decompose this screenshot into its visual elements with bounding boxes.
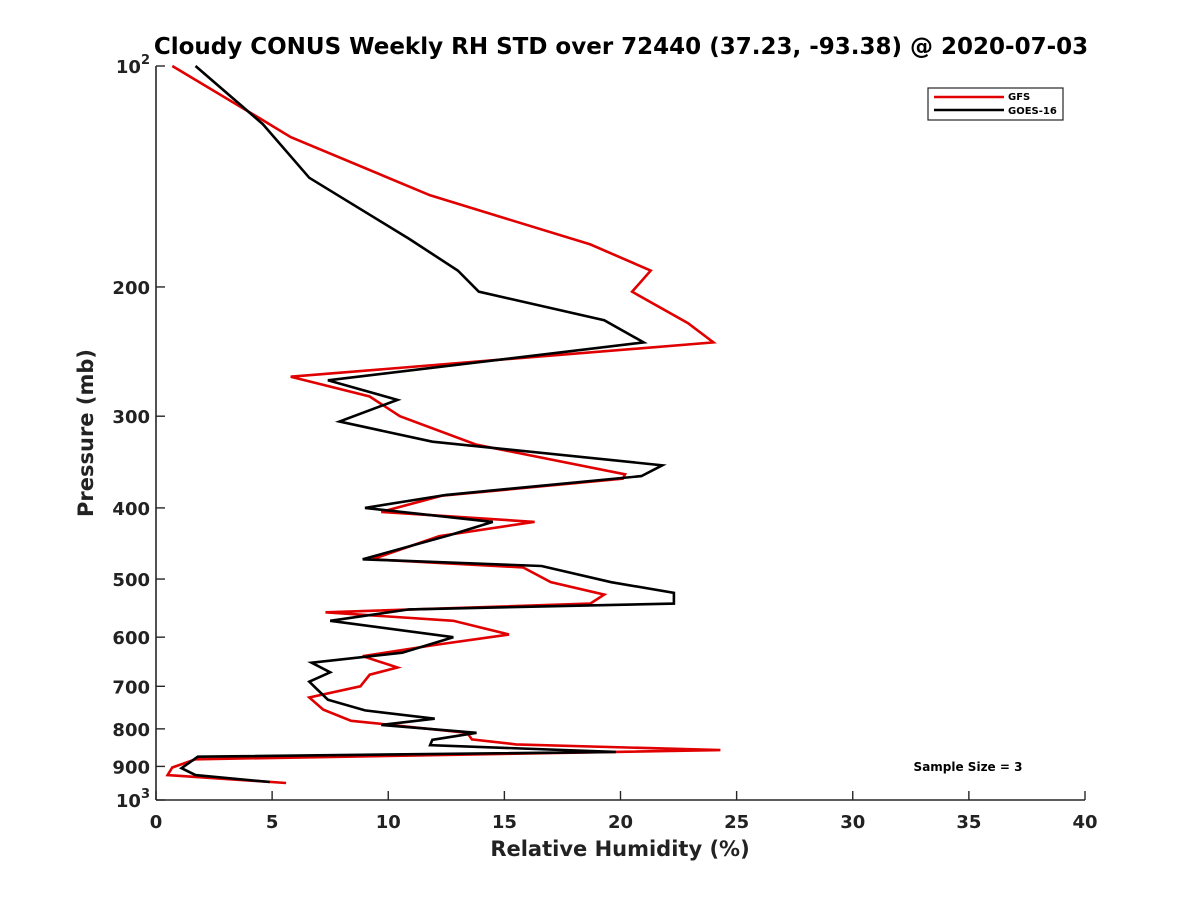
- x-tick-label: 20: [608, 812, 633, 833]
- legend: GFS GOES-16: [927, 87, 1064, 121]
- y-tick-label-base: 10: [116, 57, 141, 78]
- y-tick-label-base: 500: [112, 570, 150, 591]
- y-tick-label-base: 900: [112, 757, 150, 778]
- y-tick-label: 300: [112, 407, 150, 428]
- y-tick-label: 400: [112, 499, 150, 520]
- x-tick-label: 10: [376, 812, 401, 833]
- y-tick-label-exponent: 3: [141, 787, 150, 802]
- y-tick-label-base: 400: [112, 499, 150, 520]
- y-tick-label: 700: [112, 677, 150, 698]
- y-tick-label: 200: [112, 278, 150, 299]
- x-tick-label: 5: [266, 812, 279, 833]
- y-tick-label-base: 600: [112, 628, 150, 649]
- legend-label-goes16: GOES-16: [1008, 106, 1057, 117]
- y-tick-label: 600: [112, 628, 150, 649]
- x-tick-label: 30: [840, 812, 865, 833]
- legend-box: [927, 87, 1064, 121]
- y-axis-label: Pressure (mb): [74, 349, 98, 517]
- x-tick-label: 15: [492, 812, 517, 833]
- legend-label-gfs: GFS: [1008, 92, 1030, 103]
- y-tick-label-base: 700: [112, 677, 150, 698]
- x-tick-label: 40: [1072, 812, 1097, 833]
- chart-title: Cloudy CONUS Weekly RH STD over 72440 (3…: [154, 34, 1088, 60]
- y-tick-label-base: 300: [112, 407, 150, 428]
- series-line-goes16: [178, 65, 676, 784]
- y-tick-label: 900: [112, 757, 150, 778]
- x-axis-ticks: 0 5 10 15 20 25 30 35 40: [150, 791, 1098, 833]
- y-tick-label: 103: [116, 787, 150, 812]
- x-axis-label: Relative Humidity (%): [490, 837, 749, 861]
- x-tick-label: 25: [724, 812, 749, 833]
- y-tick-label-base: 10: [116, 791, 141, 812]
- y-tick-label: 800: [112, 720, 150, 741]
- series-layer: [165, 64, 721, 785]
- y-tick-label-base: 800: [112, 720, 150, 741]
- x-tick-label: 0: [150, 812, 163, 833]
- y-tick-label: 102: [116, 53, 150, 78]
- y-tick-label-exponent: 2: [141, 53, 150, 68]
- sample-size-annotation: Sample Size = 3: [914, 760, 1023, 774]
- y-tick-label-base: 200: [112, 278, 150, 299]
- x-tick-label: 35: [956, 812, 981, 833]
- y-tick-label: 500: [112, 570, 150, 591]
